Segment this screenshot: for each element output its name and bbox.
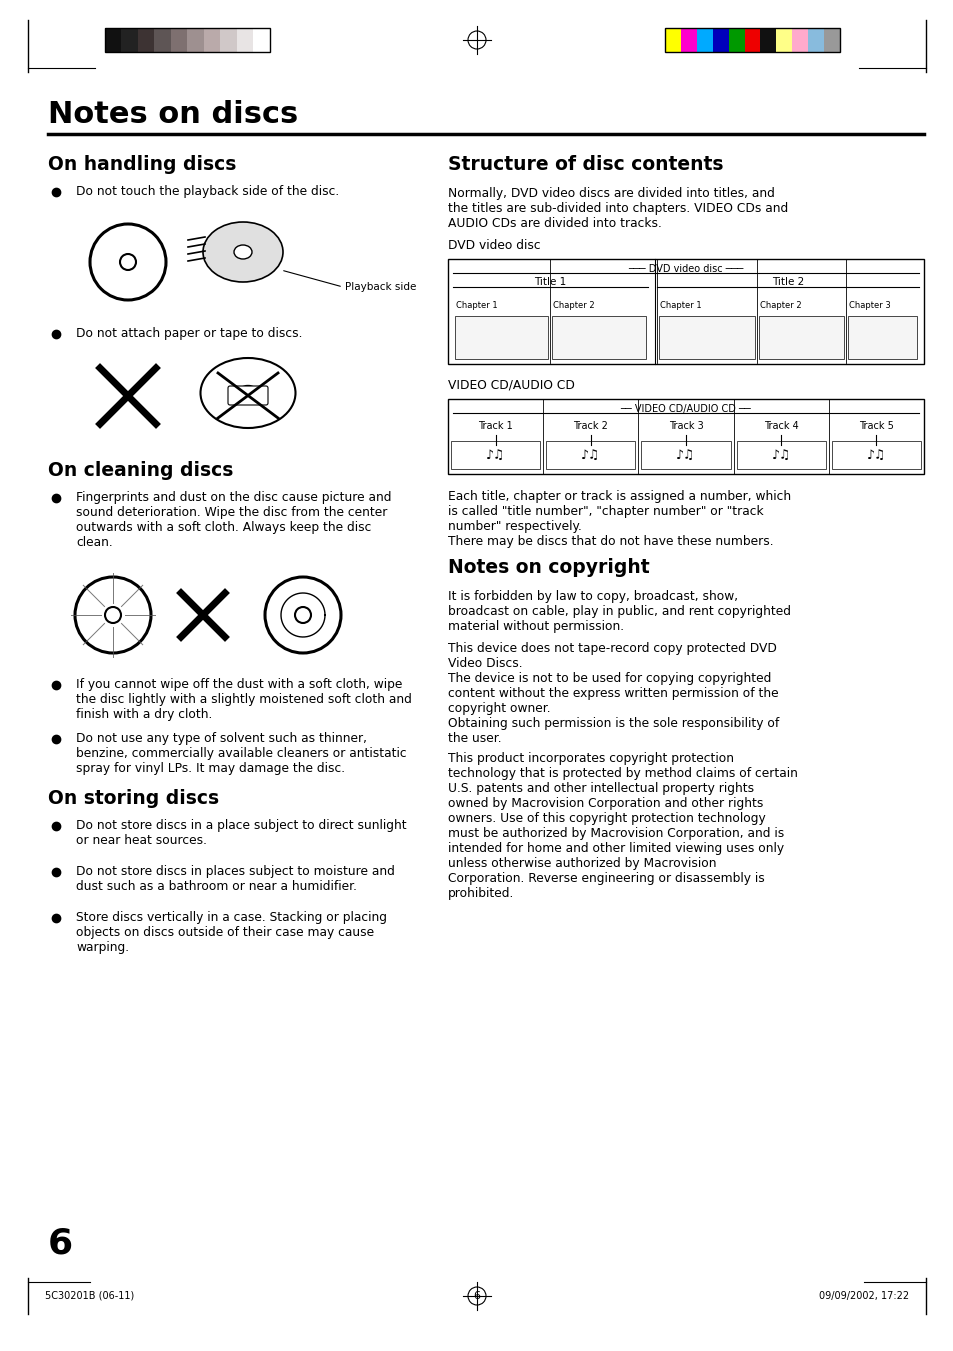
Bar bbox=[220, 28, 236, 51]
Bar bbox=[448, 259, 923, 363]
Text: Chapter 2: Chapter 2 bbox=[759, 301, 801, 309]
Text: Playback side: Playback side bbox=[345, 282, 416, 292]
Text: Track 4: Track 4 bbox=[763, 422, 798, 431]
Bar bbox=[105, 28, 270, 51]
Bar bbox=[696, 28, 712, 51]
Text: Do not attach paper or tape to discs.: Do not attach paper or tape to discs. bbox=[76, 327, 302, 340]
Text: Each title, chapter or track is assigned a number, which
is called "title number: Each title, chapter or track is assigned… bbox=[448, 490, 790, 549]
Bar bbox=[712, 28, 728, 51]
Text: ♪♫: ♪♫ bbox=[866, 449, 885, 462]
Text: On handling discs: On handling discs bbox=[48, 155, 236, 174]
Text: Normally, DVD video discs are divided into titles, and
the titles are sub-divide: Normally, DVD video discs are divided in… bbox=[448, 186, 787, 230]
Text: ♪♫: ♪♫ bbox=[676, 449, 695, 462]
Text: 6: 6 bbox=[48, 1225, 73, 1260]
Ellipse shape bbox=[237, 385, 257, 400]
Bar bbox=[451, 440, 539, 469]
Bar bbox=[823, 28, 840, 51]
Text: If you cannot wipe off the dust with a soft cloth, wipe
the disc lightly with a : If you cannot wipe off the dust with a s… bbox=[76, 678, 412, 721]
Bar bbox=[448, 399, 923, 474]
Text: Notes on discs: Notes on discs bbox=[48, 100, 298, 128]
Ellipse shape bbox=[233, 245, 252, 259]
Ellipse shape bbox=[200, 358, 295, 428]
Bar bbox=[455, 316, 548, 359]
Text: 09/09/2002, 17:22: 09/09/2002, 17:22 bbox=[818, 1292, 908, 1301]
Bar bbox=[105, 28, 121, 51]
Text: It is forbidden by law to copy, broadcast, show,
broadcast on cable, play in pub: It is forbidden by law to copy, broadcas… bbox=[448, 590, 790, 634]
Text: DVD video disc: DVD video disc bbox=[448, 239, 540, 253]
Bar bbox=[546, 440, 635, 469]
Text: Chapter 3: Chapter 3 bbox=[848, 301, 889, 309]
Bar bbox=[236, 28, 253, 51]
Ellipse shape bbox=[203, 222, 283, 282]
Bar bbox=[154, 28, 171, 51]
Bar bbox=[736, 440, 825, 469]
Bar bbox=[188, 28, 204, 51]
Bar bbox=[552, 316, 645, 359]
Bar bbox=[760, 28, 776, 51]
Text: 6: 6 bbox=[473, 1292, 480, 1301]
Bar bbox=[776, 28, 791, 51]
Bar bbox=[171, 28, 188, 51]
Text: ─── DVD video disc ───: ─── DVD video disc ─── bbox=[628, 263, 743, 274]
Text: 5C30201B (06-11): 5C30201B (06-11) bbox=[45, 1292, 134, 1301]
Text: Track 3: Track 3 bbox=[668, 422, 702, 431]
Text: ♪♫: ♪♫ bbox=[771, 449, 790, 462]
Text: ♪♫: ♪♫ bbox=[485, 449, 505, 462]
Text: Fingerprints and dust on the disc cause picture and
sound deterioration. Wipe th: Fingerprints and dust on the disc cause … bbox=[76, 490, 391, 549]
Bar bbox=[831, 440, 920, 469]
Text: Track 5: Track 5 bbox=[858, 422, 893, 431]
Bar bbox=[791, 28, 807, 51]
Text: Do not store discs in places subject to moisture and
dust such as a bathroom or : Do not store discs in places subject to … bbox=[76, 865, 395, 893]
FancyBboxPatch shape bbox=[228, 386, 268, 405]
Bar bbox=[664, 28, 840, 51]
Bar bbox=[807, 28, 823, 51]
Bar bbox=[659, 316, 754, 359]
Text: VIDEO CD/AUDIO CD: VIDEO CD/AUDIO CD bbox=[448, 380, 575, 392]
Bar bbox=[758, 316, 842, 359]
Bar bbox=[138, 28, 154, 51]
Text: Title 2: Title 2 bbox=[771, 277, 803, 286]
Text: Do not use any type of solvent such as thinner,
benzine, commercially available : Do not use any type of solvent such as t… bbox=[76, 732, 406, 775]
Text: Track 2: Track 2 bbox=[573, 422, 608, 431]
Text: Do not store discs in a place subject to direct sunlight
or near heat sources.: Do not store discs in a place subject to… bbox=[76, 819, 406, 847]
Bar bbox=[204, 28, 220, 51]
Text: Store discs vertically in a case. Stacking or placing
objects on discs outside o: Store discs vertically in a case. Stacki… bbox=[76, 911, 387, 954]
Text: ── VIDEO CD/AUDIO CD ──: ── VIDEO CD/AUDIO CD ── bbox=[620, 404, 751, 413]
Text: On storing discs: On storing discs bbox=[48, 789, 219, 808]
Text: Notes on copyright: Notes on copyright bbox=[448, 558, 649, 577]
Bar bbox=[680, 28, 696, 51]
Text: On cleaning discs: On cleaning discs bbox=[48, 461, 233, 480]
Text: Chapter 2: Chapter 2 bbox=[553, 301, 595, 309]
Bar bbox=[847, 316, 916, 359]
Text: Chapter 1: Chapter 1 bbox=[659, 301, 701, 309]
Bar bbox=[121, 28, 138, 51]
Bar bbox=[640, 440, 730, 469]
Text: Do not touch the playback side of the disc.: Do not touch the playback side of the di… bbox=[76, 185, 339, 199]
Text: Structure of disc contents: Structure of disc contents bbox=[448, 155, 722, 174]
Bar bbox=[253, 28, 270, 51]
Text: ♪♫: ♪♫ bbox=[580, 449, 599, 462]
Bar bbox=[728, 28, 743, 51]
Text: Chapter 1: Chapter 1 bbox=[456, 301, 497, 309]
Text: Title 1: Title 1 bbox=[534, 277, 566, 286]
Text: This product incorporates copyright protection
technology that is protected by m: This product incorporates copyright prot… bbox=[448, 753, 797, 900]
Bar bbox=[664, 28, 680, 51]
Text: This device does not tape-record copy protected DVD
Video Discs.
The device is n: This device does not tape-record copy pr… bbox=[448, 642, 779, 744]
Bar bbox=[743, 28, 760, 51]
Text: Track 1: Track 1 bbox=[477, 422, 513, 431]
